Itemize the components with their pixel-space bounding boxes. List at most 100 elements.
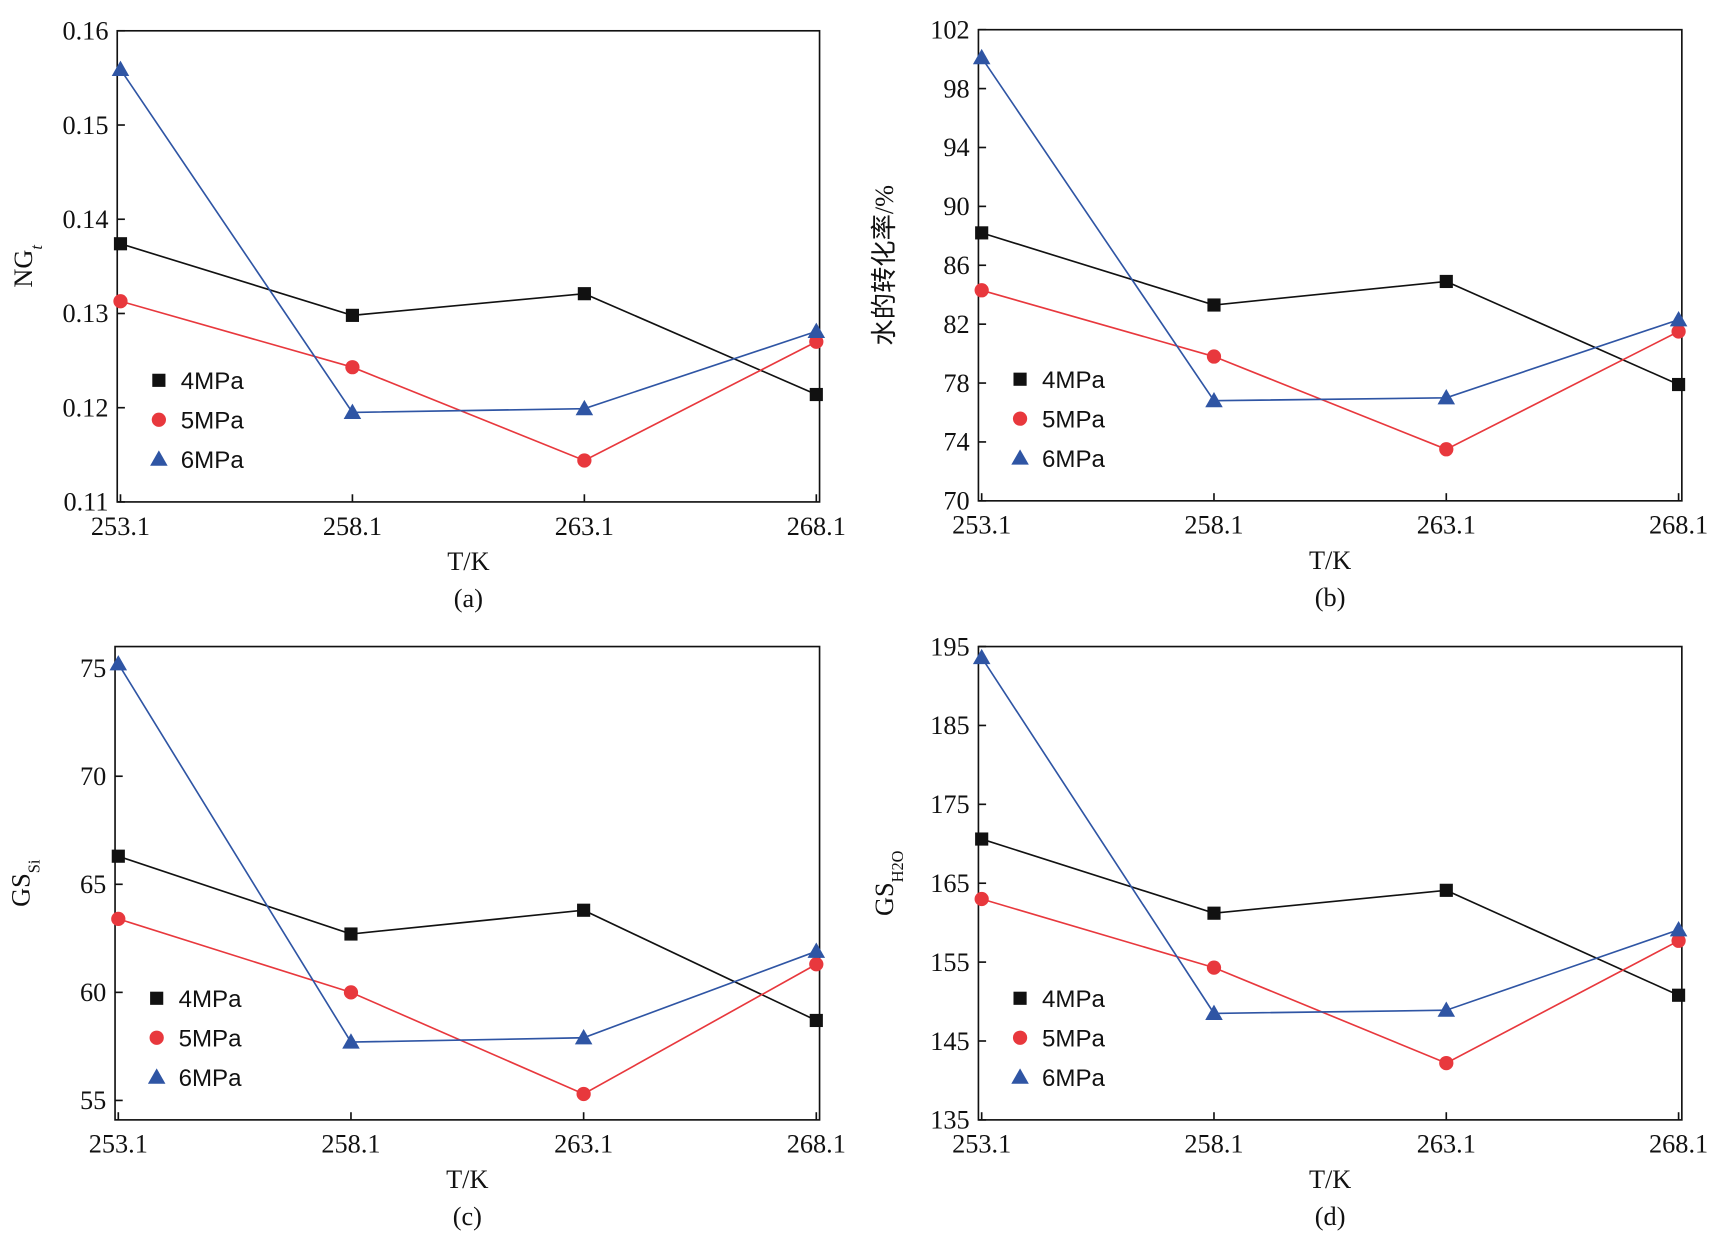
series-line <box>980 57 1679 402</box>
marker <box>113 237 128 251</box>
x-tick-label: 258.1 <box>1184 511 1243 540</box>
legend-label: 4MPa <box>179 986 243 1013</box>
marker <box>1439 442 1454 457</box>
series-line <box>118 918 817 1095</box>
marker <box>111 849 125 863</box>
x-tick-label: 268.1 <box>1649 511 1708 540</box>
caption: (d) <box>1315 1202 1346 1231</box>
y-axis-label-sub: Si <box>24 859 43 873</box>
y-axis-label: GSH2O <box>870 850 906 916</box>
y-tick-label: 0.11 <box>63 488 108 517</box>
y-axis-label: GSSi <box>7 859 44 907</box>
marker <box>1672 988 1686 1002</box>
y-tick-label: 155 <box>930 948 969 977</box>
y-tick-label: 195 <box>930 632 969 661</box>
marker <box>344 927 358 941</box>
legend-marker <box>1011 1068 1029 1084</box>
legend-marker <box>1012 1030 1028 1045</box>
y-tick-label: 135 <box>930 1106 969 1135</box>
legend-marker <box>1012 411 1028 426</box>
y-axis-label-main: NG <box>9 250 38 288</box>
x-tick-label: 253.1 <box>91 512 150 541</box>
legend-marker <box>151 412 166 427</box>
marker <box>577 287 591 301</box>
plot-frame <box>114 645 821 1121</box>
marker <box>342 1033 360 1049</box>
y-axis-label: 水的转化率/% <box>870 185 899 346</box>
marker <box>111 911 126 927</box>
marker <box>345 308 359 322</box>
plot-frame <box>116 29 821 503</box>
panel: 55 60 65 70 75 253.1 258.1 263.1 268.1 T/K (c) GSSi… <box>7 645 846 1231</box>
marker <box>577 903 591 917</box>
x-axis-label: T/K <box>1309 546 1351 575</box>
marker <box>1439 274 1453 289</box>
marker <box>113 294 128 309</box>
marker <box>1671 324 1686 339</box>
marker <box>809 1013 823 1028</box>
marker <box>975 832 989 846</box>
marker <box>343 403 362 419</box>
marker <box>807 322 826 338</box>
marker <box>1439 883 1453 897</box>
y-tick-label: 0.16 <box>62 17 108 46</box>
y-tick-label: 0.15 <box>62 111 108 140</box>
x-axis-label: T/K <box>447 547 489 576</box>
marker <box>975 226 989 240</box>
marker <box>1205 1004 1223 1020</box>
y-tick-label: 75 <box>80 654 106 683</box>
panel: 135 145 155 165 175 185 195 253.1 258.1 263.1 268.… <box>870 632 1708 1231</box>
marker <box>807 942 826 958</box>
marker <box>809 387 823 402</box>
legend-label: 5MPa <box>1042 1025 1106 1052</box>
y-tick-label: 86 <box>943 251 969 280</box>
y-axis-label: NGt <box>9 245 46 288</box>
series-line <box>120 300 817 462</box>
x-tick-label: 263.1 <box>1417 511 1476 540</box>
legend-marker <box>147 1068 166 1084</box>
legend-label: 4MPa <box>1042 367 1106 394</box>
y-axis-label-main: 水的转化率/% <box>870 185 899 346</box>
marker <box>577 453 592 468</box>
marker <box>972 648 991 665</box>
marker <box>809 334 824 349</box>
x-tick-label: 258.1 <box>323 512 382 541</box>
y-tick-label: 145 <box>930 1027 969 1056</box>
series-line <box>120 242 817 396</box>
y-tick-label: 90 <box>943 192 969 221</box>
series-line <box>118 855 817 1022</box>
legend-label: 6MPa <box>181 447 245 474</box>
x-tick-label: 253.1 <box>952 1130 1011 1159</box>
marker <box>1207 906 1221 920</box>
caption: (a) <box>454 584 483 613</box>
legend-label: 6MPa <box>1042 1065 1106 1092</box>
marker <box>1672 377 1686 392</box>
x-tick-label: 253.1 <box>89 1130 148 1159</box>
x-tick-label: 263.1 <box>554 1130 613 1159</box>
marker <box>1669 920 1688 937</box>
legend-label: 5MPa <box>179 1025 243 1052</box>
series-line <box>981 289 1679 451</box>
x-tick-label: 258.1 <box>321 1130 380 1159</box>
series-line <box>980 657 1679 1015</box>
marker <box>576 1086 591 1102</box>
y-tick-label: 94 <box>943 133 969 162</box>
y-tick-label: 74 <box>943 428 969 457</box>
y-tick-label: 78 <box>943 369 969 398</box>
series-line <box>981 838 1679 996</box>
y-tick-label: 102 <box>930 15 969 44</box>
y-tick-label: 0.12 <box>62 393 108 422</box>
marker <box>1437 389 1456 405</box>
x-tick-label: 268.1 <box>787 1130 846 1159</box>
y-tick-label: 70 <box>80 762 106 791</box>
y-tick-label: 82 <box>943 310 969 339</box>
marker <box>574 1028 593 1045</box>
marker <box>343 985 359 1000</box>
marker <box>1437 1001 1456 1017</box>
legend-marker <box>150 450 168 466</box>
y-tick-label: 0.14 <box>62 205 108 234</box>
marker <box>974 283 989 298</box>
series-line <box>119 68 817 414</box>
y-tick-label: 175 <box>930 790 969 819</box>
legend-marker <box>150 991 164 1005</box>
